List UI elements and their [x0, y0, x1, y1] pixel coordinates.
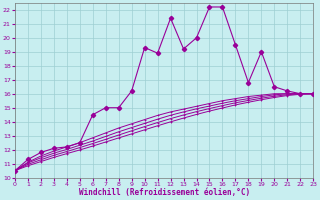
X-axis label: Windchill (Refroidissement éolien,°C): Windchill (Refroidissement éolien,°C) — [78, 188, 250, 197]
